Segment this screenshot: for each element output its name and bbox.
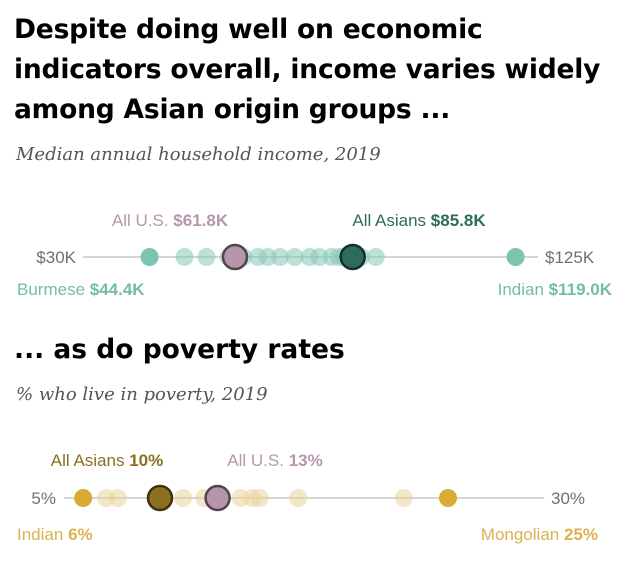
income-range-max-label: $125K — [545, 248, 595, 267]
chart-title: Despite doing well on economic indicator… — [14, 14, 601, 125]
poverty-point-8 — [250, 489, 269, 507]
poverty-subtitle: % who live in poverty, 2019 — [16, 384, 268, 405]
income-point-2 — [197, 248, 216, 266]
income-point-7 — [271, 248, 290, 266]
income-point-0 — [140, 248, 159, 266]
income-range-min-label: $30K — [36, 248, 76, 267]
poverty-points — [74, 489, 457, 507]
poverty-range-max-label: 30% — [551, 489, 585, 508]
poverty-section-title: ... as do poverty rates — [14, 334, 345, 365]
poverty-point-0 — [74, 489, 93, 507]
poverty-label-indian: Indian 6% — [17, 525, 93, 544]
poverty-label-all-asians: All Asians 10% — [51, 451, 163, 470]
income-subtitle: Median annual household income, 2019 — [16, 144, 381, 165]
income-label-indian: Indian $119.0K — [498, 280, 613, 299]
poverty-point-9 — [289, 489, 308, 507]
poverty-dot-plot: 5% 30% All Asians 10% All U.S. 13% India… — [17, 451, 598, 544]
income-highlight-all-asians — [339, 243, 366, 271]
income-label-all-us: All U.S. $61.8K — [112, 211, 229, 230]
income-label-all-asians: All Asians $85.8K — [352, 211, 486, 230]
income-highlight-dot-0 — [221, 243, 249, 271]
poverty-label-all-us: All U.S. 13% — [227, 451, 322, 470]
poverty-highlight-dot-0 — [146, 484, 174, 512]
poverty-point-10 — [394, 489, 413, 507]
poverty-range-min-label: 5% — [31, 489, 56, 508]
income-highlight-all-us — [221, 243, 249, 271]
poverty-highlight-dot-1 — [204, 484, 231, 512]
income-label-burmese: Burmese $44.4K — [17, 280, 145, 299]
poverty-highlight-all-us — [204, 484, 231, 512]
poverty-highlight-all-asians — [146, 484, 174, 512]
poverty-point-4 — [174, 489, 192, 507]
poverty-point-2 — [108, 489, 127, 507]
poverty-label-mongolian: Mongolian 25% — [481, 525, 598, 544]
income-highlight-dot-1 — [339, 243, 366, 271]
income-point-1 — [175, 248, 194, 266]
income-dot-plot: $30K $125K All U.S. $61.8K All Asians $8… — [17, 211, 613, 299]
income-point-16 — [506, 248, 525, 266]
income-point-8 — [285, 248, 304, 266]
poverty-point-11 — [439, 489, 457, 507]
income-point-15 — [366, 248, 385, 266]
